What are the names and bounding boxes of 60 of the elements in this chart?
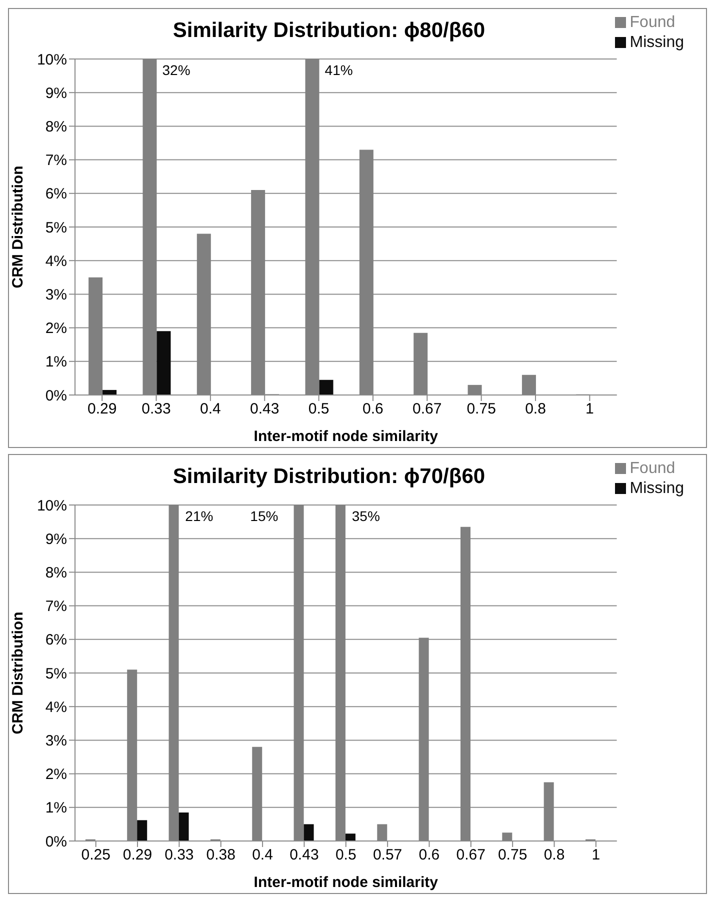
x-tick-label: 0.5 bbox=[335, 846, 356, 864]
y-tick-label: 0% bbox=[45, 387, 67, 404]
y-tick-label: 10% bbox=[36, 497, 67, 514]
y-tick-label: 3% bbox=[45, 286, 67, 304]
x-tick-label: 0.67 bbox=[456, 846, 486, 864]
x-tick-label: 0.4 bbox=[200, 400, 221, 418]
y-tick-label: 2% bbox=[45, 320, 67, 338]
x-tick-label: 0.5 bbox=[308, 400, 330, 418]
annotation: 32% bbox=[162, 62, 190, 78]
y-tick-label: 10% bbox=[36, 51, 67, 68]
y-tick-label: 6% bbox=[45, 632, 67, 649]
x-tick-label: 0.43 bbox=[250, 400, 280, 418]
y-tick-label: 7% bbox=[45, 598, 67, 616]
x-axis-title: Inter-motif node similarity bbox=[254, 428, 439, 445]
legend-label: Missing bbox=[630, 480, 684, 497]
legend-label: Found bbox=[630, 14, 676, 31]
x-tick-label: 0.6 bbox=[362, 400, 384, 418]
x-tick-label: 0.29 bbox=[122, 846, 152, 864]
y-axis-title: CRM Distribution bbox=[9, 166, 26, 288]
x-tick-label: 0.38 bbox=[206, 846, 236, 864]
y-tick-label: 3% bbox=[45, 732, 67, 750]
chart-title: Similarity Distribution: ϕ80/β60 bbox=[172, 19, 486, 43]
x-tick-label: 0.8 bbox=[544, 846, 565, 864]
y-tick-label: 2% bbox=[45, 766, 67, 784]
annotation: 41% bbox=[324, 62, 353, 78]
y-tick-label: 9% bbox=[45, 84, 67, 102]
legend-label: Missing bbox=[630, 34, 684, 51]
x-tick-label: 0.33 bbox=[164, 846, 194, 864]
x-tick-label: 1 bbox=[592, 846, 600, 864]
y-tick-label: 6% bbox=[45, 186, 67, 203]
annotation: 15% bbox=[250, 508, 278, 524]
x-tick-label: 0.75 bbox=[466, 400, 496, 418]
x-tick-label: 0.43 bbox=[290, 846, 319, 864]
chart-title: Similarity Distribution: ϕ70/β60 bbox=[172, 465, 486, 489]
y-tick-label: 4% bbox=[45, 698, 67, 716]
x-tick-label: 1 bbox=[586, 400, 594, 418]
x-tick-label: 0.67 bbox=[412, 400, 442, 418]
annotation: 35% bbox=[352, 508, 380, 524]
y-tick-label: 1% bbox=[45, 800, 67, 817]
x-tick-label: 0.75 bbox=[498, 846, 528, 864]
x-tick-label: 0.29 bbox=[87, 400, 117, 418]
x-tick-label: 0.57 bbox=[372, 846, 402, 864]
annotation: 21% bbox=[185, 508, 214, 524]
x-tick-label: 0.33 bbox=[142, 400, 171, 418]
y-tick-label: 4% bbox=[45, 252, 67, 270]
x-tick-label: 0.6 bbox=[418, 846, 440, 864]
y-tick-label: 7% bbox=[45, 152, 67, 170]
y-axis-title: CRM Distribution bbox=[9, 612, 26, 734]
x-tick-label: 0.4 bbox=[252, 846, 273, 864]
y-tick-label: 9% bbox=[45, 530, 67, 548]
y-tick-label: 1% bbox=[45, 354, 67, 371]
y-tick-label: 0% bbox=[45, 833, 67, 850]
x-axis-title: Inter-motif node similarity bbox=[254, 874, 439, 891]
y-tick-label: 8% bbox=[45, 564, 67, 582]
y-tick-label: 5% bbox=[45, 665, 67, 682]
y-tick-label: 8% bbox=[45, 118, 67, 136]
x-tick-label: 0.25 bbox=[81, 846, 110, 864]
y-tick-label: 5% bbox=[45, 219, 67, 236]
legend-label: Found bbox=[630, 460, 676, 477]
x-tick-label: 0.8 bbox=[525, 400, 546, 418]
